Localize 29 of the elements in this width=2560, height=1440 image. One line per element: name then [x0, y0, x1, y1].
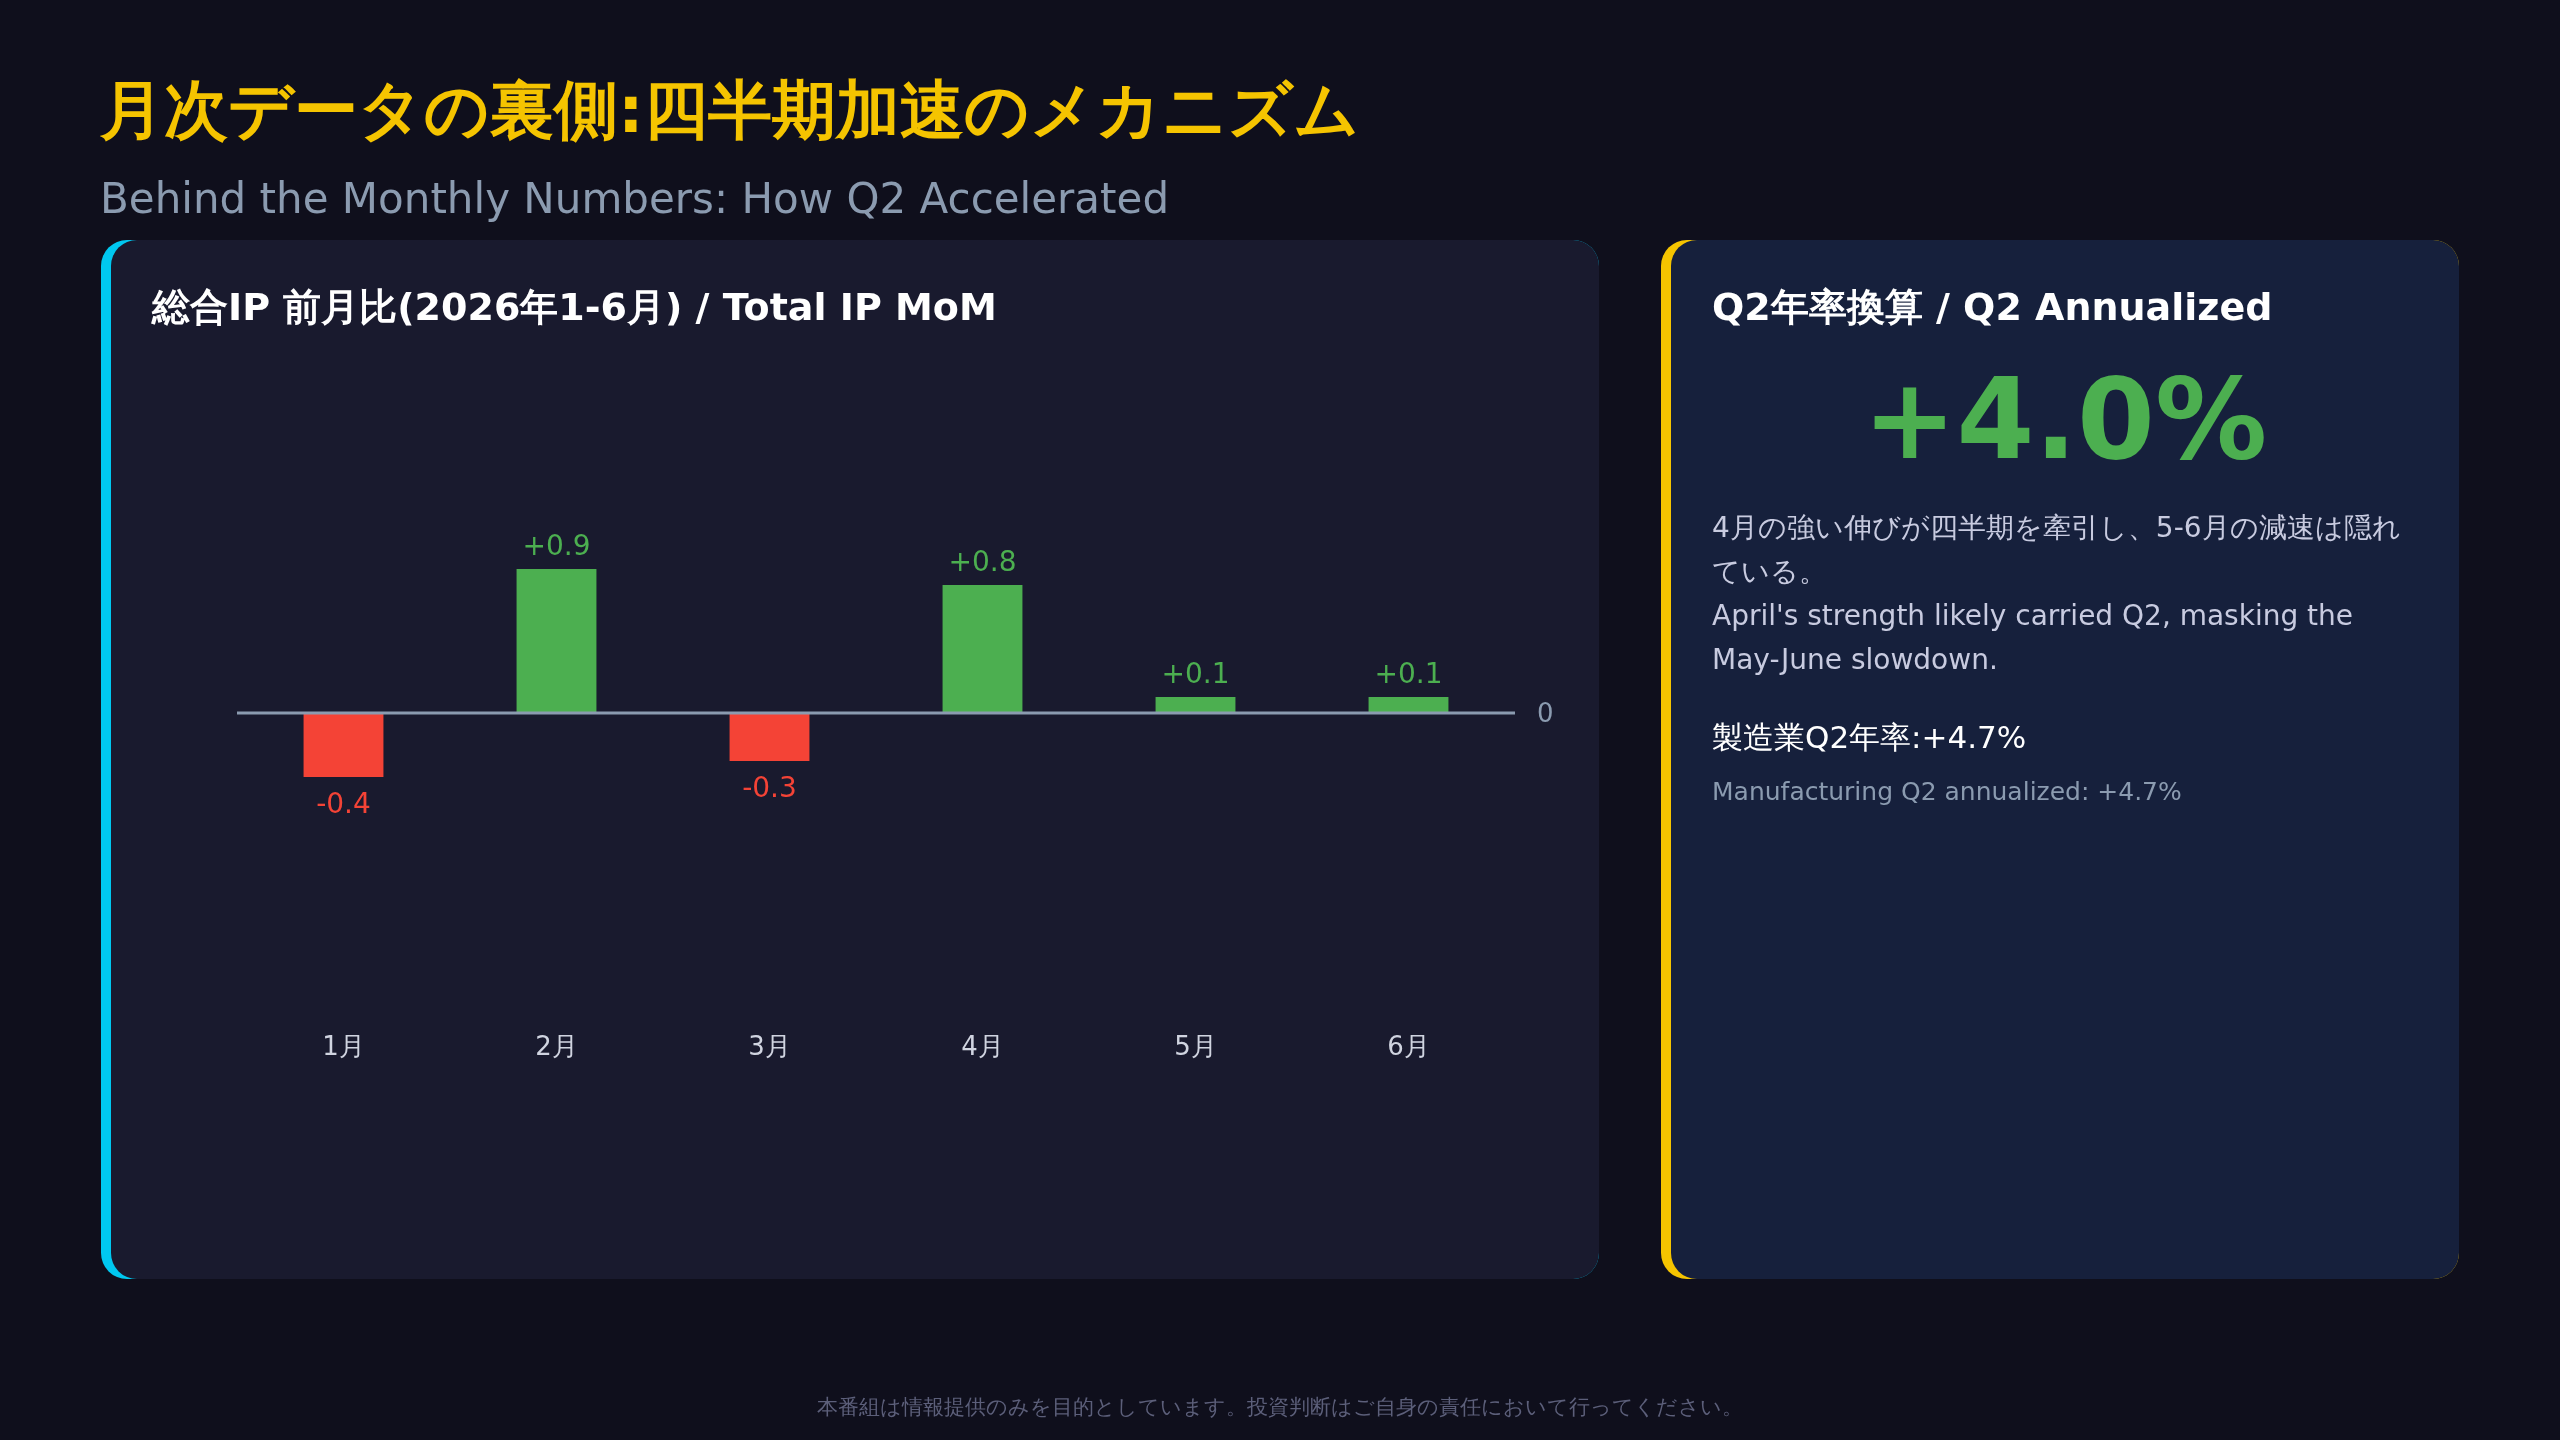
x-tick-label: 5月 [1174, 1031, 1217, 1061]
text: Manufacturing Q2 annualized: +4.7% [1712, 777, 2182, 806]
data-label: +0.1 [1161, 657, 1230, 690]
text: 0 [1537, 698, 1554, 728]
data-label: -0.3 [742, 771, 797, 804]
x-tick-label: 2月 [535, 1031, 578, 1061]
text: +4.0% [1862, 354, 2268, 484]
text: 4月の強い伸びが四半期を牽引し、5-6月の減速は隠れている。 [1712, 511, 2401, 588]
text: April's strength likely carried Q2, masking the May-June slowdown. [1712, 599, 2354, 676]
data-label: -0.4 [316, 787, 371, 820]
chart-title: 総合IP 前月比(2026年1-6月) / Total IP MoM [151, 285, 997, 329]
x-tick-label: 1月 [322, 1031, 365, 1061]
bar [942, 585, 1023, 713]
x-tick-label: 6月 [1387, 1031, 1430, 1061]
text: Q2年率換算 / Q2 Annualized [1712, 285, 2273, 329]
bar [1155, 697, 1236, 713]
text: 月次データの裏側:四半期加速のメカニズム [99, 73, 1360, 147]
bar [1368, 697, 1449, 713]
data-label: +0.8 [948, 545, 1017, 578]
bar [303, 713, 384, 777]
text: 製造業Q2年率:+4.7% [1712, 719, 2027, 755]
data-label: +0.1 [1374, 657, 1443, 690]
text: Behind the Monthly Numbers: How Q2 Accelerated [100, 174, 1170, 223]
bar [729, 713, 810, 761]
x-tick-label: 3月 [748, 1031, 791, 1061]
bar [516, 569, 597, 713]
data-label: +0.9 [522, 529, 591, 562]
x-tick-label: 4月 [961, 1031, 1004, 1061]
text: 本番組は情報提供のみを目的としています。投資判断はご自身の責任において行ってください。 [817, 1395, 1743, 1419]
